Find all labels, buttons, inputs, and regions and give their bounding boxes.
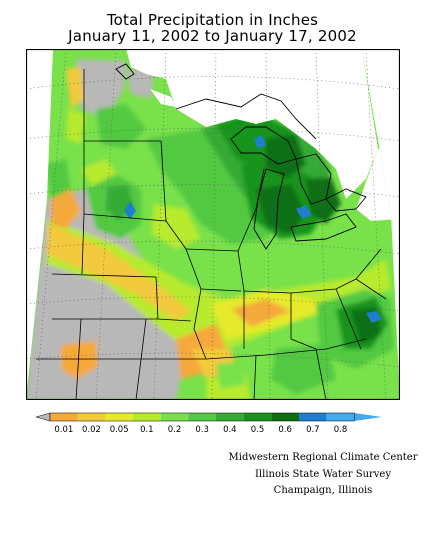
precipitation-fill bbox=[26, 49, 400, 400]
legend-swatch bbox=[216, 413, 244, 421]
legend-label: 0.5 bbox=[251, 425, 265, 435]
map-title-line-1: Total Precipitation in Inches bbox=[106, 11, 319, 29]
legend-label: 0.02 bbox=[82, 425, 101, 435]
legend-labels: 0.01 0.02 0.05 0.1 0.2 0.3 0.4 0.5 0.6 0.7 0.8 bbox=[54, 425, 347, 435]
map-frame bbox=[26, 49, 400, 400]
legend-label: 0.7 bbox=[306, 425, 320, 435]
precipitation-map bbox=[26, 49, 400, 400]
lake-outlines bbox=[115, 63, 367, 250]
legend-swatch bbox=[271, 413, 299, 421]
legend-label: 0.8 bbox=[334, 425, 348, 435]
legend-label: 0.2 bbox=[168, 425, 182, 435]
credit-line-3: Champaign, Illinois bbox=[273, 485, 373, 496]
credit-line-2: Illinois State Water Survey bbox=[254, 469, 391, 480]
legend-swatch bbox=[105, 413, 133, 421]
legend-label: 0.3 bbox=[195, 425, 209, 435]
legend-bar bbox=[36, 412, 382, 422]
legend-swatch bbox=[299, 413, 327, 421]
map-title-line-2: January 11, 2002 to January 17, 2002 bbox=[68, 27, 357, 45]
legend-label: 0.1 bbox=[140, 425, 154, 435]
legend-swatch bbox=[188, 413, 216, 421]
legend-swatch bbox=[160, 413, 189, 421]
credit-line-1: Midwestern Regional Climate Center bbox=[228, 452, 418, 463]
state-boundaries bbox=[36, 69, 387, 400]
legend-swatch bbox=[133, 413, 161, 421]
legend-label: 0.6 bbox=[278, 425, 292, 435]
legend-swatch bbox=[243, 413, 272, 421]
legend-above-arrow bbox=[354, 413, 382, 421]
legend-label: 0.05 bbox=[110, 425, 129, 435]
legend-swatch bbox=[326, 413, 355, 421]
graticule bbox=[26, 49, 400, 400]
legend-swatch bbox=[77, 413, 106, 421]
legend-swatch bbox=[50, 413, 78, 421]
legend-label: 0.4 bbox=[223, 425, 237, 435]
legend-label: 0.01 bbox=[54, 425, 73, 435]
legend-below-arrow bbox=[36, 412, 51, 422]
color-legend: 0.01 0.02 0.05 0.1 0.2 0.3 0.4 0.5 0.6 0.7 0.8 bbox=[36, 412, 382, 435]
